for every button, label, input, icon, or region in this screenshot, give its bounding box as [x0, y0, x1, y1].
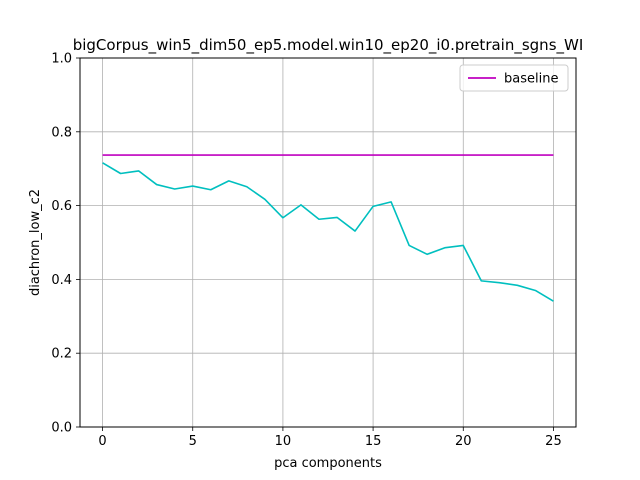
legend-box — [459, 64, 569, 92]
plot-frame — [79, 57, 577, 428]
grid — [80, 57, 576, 428]
legend: baseline — [459, 64, 569, 92]
y-tick-label: 0.4 — [51, 273, 72, 288]
x-tick-label: 0 — [98, 434, 106, 449]
y-tick-label: 0.0 — [51, 421, 72, 436]
legend-label-baseline: baseline — [504, 72, 558, 87]
y-tick-label: 0.8 — [51, 125, 72, 140]
x-tick-label: 5 — [189, 434, 197, 449]
x-tick-label: 15 — [365, 434, 382, 449]
x-tick-label: 25 — [545, 434, 562, 449]
y-axis-label: diachron_low_c2 — [28, 189, 43, 296]
chart-title: bigCorpus_win5_dim50_ep5.model.win10_ep2… — [73, 36, 584, 55]
plot-series — [102, 154, 554, 302]
y-tick-label: 0.6 — [51, 199, 72, 214]
x-tick-label: 10 — [275, 434, 292, 449]
x-axis-label: pca components — [274, 456, 382, 471]
y-tick-label: 1.0 — [51, 52, 72, 67]
axis-ticks: 0 5 10 15 20 25 0.0 0.2 0.4 0.6 0.8 1.0 — [51, 52, 561, 450]
y-tick-label: 0.2 — [51, 347, 72, 362]
x-tick-label: 20 — [455, 434, 472, 449]
series-line-1 — [102, 162, 554, 302]
